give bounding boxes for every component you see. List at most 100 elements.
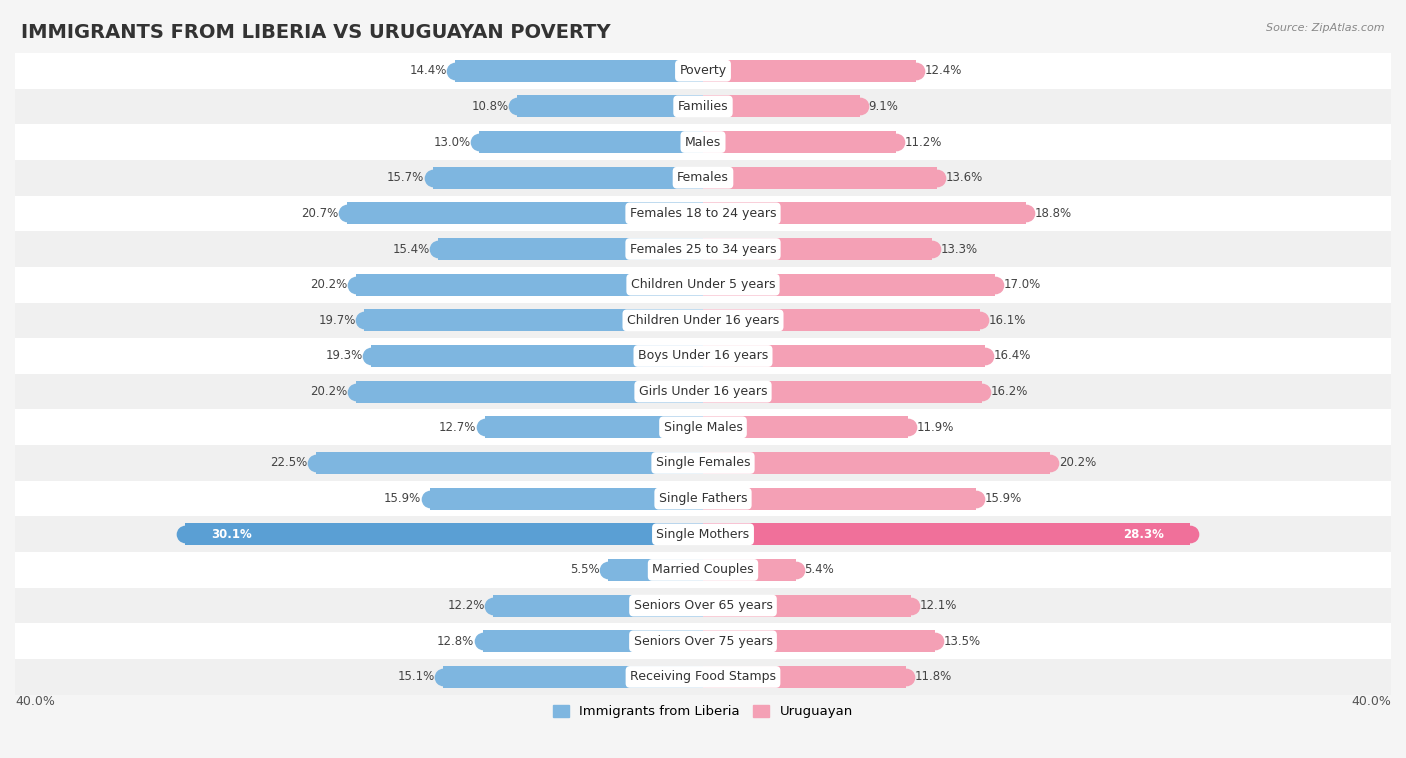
Bar	[703, 487, 977, 509]
Text: 15.9%: 15.9%	[384, 492, 420, 505]
Bar	[703, 523, 1189, 545]
Bar	[15, 231, 1391, 267]
Text: Single Mothers: Single Mothers	[657, 528, 749, 540]
Text: Females 18 to 24 years: Females 18 to 24 years	[630, 207, 776, 220]
Text: Girls Under 16 years: Girls Under 16 years	[638, 385, 768, 398]
Bar	[439, 238, 703, 260]
Bar	[703, 594, 911, 617]
Text: 15.7%: 15.7%	[387, 171, 425, 184]
Bar	[703, 60, 917, 82]
Bar	[517, 96, 703, 117]
Bar	[15, 196, 1391, 231]
Text: Children Under 5 years: Children Under 5 years	[631, 278, 775, 291]
Bar	[703, 131, 896, 153]
Bar	[15, 89, 1391, 124]
Text: 40.0%: 40.0%	[15, 695, 55, 708]
Text: 19.7%: 19.7%	[318, 314, 356, 327]
Text: Seniors Over 65 years: Seniors Over 65 years	[634, 599, 772, 612]
Text: 18.8%: 18.8%	[1035, 207, 1073, 220]
Text: 20.2%: 20.2%	[309, 278, 347, 291]
Text: 30.1%: 30.1%	[211, 528, 252, 540]
Text: Females 25 to 34 years: Females 25 to 34 years	[630, 243, 776, 255]
Text: 15.9%: 15.9%	[986, 492, 1022, 505]
Bar	[15, 53, 1391, 89]
Text: Single Males: Single Males	[664, 421, 742, 434]
Text: 16.4%: 16.4%	[994, 349, 1031, 362]
Text: 22.5%: 22.5%	[270, 456, 308, 469]
Bar	[703, 381, 981, 402]
Bar	[429, 487, 703, 509]
Text: 11.9%: 11.9%	[917, 421, 953, 434]
Bar	[15, 160, 1391, 196]
Bar	[15, 587, 1391, 623]
Bar	[703, 630, 935, 653]
Bar	[371, 345, 703, 367]
Text: Source: ZipAtlas.com: Source: ZipAtlas.com	[1267, 23, 1385, 33]
Text: 12.4%: 12.4%	[925, 64, 962, 77]
Text: Single Fathers: Single Fathers	[659, 492, 747, 505]
Text: 11.2%: 11.2%	[904, 136, 942, 149]
Text: 5.5%: 5.5%	[571, 563, 600, 576]
Text: 12.7%: 12.7%	[439, 421, 477, 434]
Text: Boys Under 16 years: Boys Under 16 years	[638, 349, 768, 362]
Text: 13.3%: 13.3%	[941, 243, 977, 255]
Bar	[609, 559, 703, 581]
Text: Poverty: Poverty	[679, 64, 727, 77]
Text: 12.8%: 12.8%	[437, 634, 474, 648]
Bar	[703, 96, 859, 117]
Text: Females: Females	[678, 171, 728, 184]
Bar	[485, 416, 703, 438]
Text: 13.0%: 13.0%	[433, 136, 471, 149]
Text: 40.0%: 40.0%	[1351, 695, 1391, 708]
Text: 5.4%: 5.4%	[804, 563, 834, 576]
Bar	[15, 552, 1391, 587]
Text: 14.4%: 14.4%	[409, 64, 447, 77]
Bar	[703, 452, 1050, 474]
Text: Males: Males	[685, 136, 721, 149]
Text: 20.2%: 20.2%	[1059, 456, 1097, 469]
Bar	[186, 523, 703, 545]
Text: Children Under 16 years: Children Under 16 years	[627, 314, 779, 327]
Bar	[15, 516, 1391, 552]
Text: 13.5%: 13.5%	[943, 634, 981, 648]
Bar	[316, 452, 703, 474]
Text: Receiving Food Stamps: Receiving Food Stamps	[630, 670, 776, 684]
Bar	[443, 666, 703, 688]
Text: Families: Families	[678, 100, 728, 113]
Text: 10.8%: 10.8%	[471, 100, 509, 113]
Text: 9.1%: 9.1%	[868, 100, 898, 113]
Bar	[15, 409, 1391, 445]
Bar	[15, 659, 1391, 695]
Bar	[356, 381, 703, 402]
Bar	[494, 594, 703, 617]
Text: IMMIGRANTS FROM LIBERIA VS URUGUAYAN POVERTY: IMMIGRANTS FROM LIBERIA VS URUGUAYAN POV…	[21, 23, 610, 42]
Bar	[703, 274, 995, 296]
Text: 11.8%: 11.8%	[914, 670, 952, 684]
Bar	[703, 666, 905, 688]
Bar	[347, 202, 703, 224]
Bar	[15, 481, 1391, 516]
Text: 28.3%: 28.3%	[1123, 528, 1164, 540]
Text: 15.1%: 15.1%	[398, 670, 434, 684]
Bar	[703, 167, 936, 189]
Bar	[482, 630, 703, 653]
Bar	[15, 124, 1391, 160]
Bar	[15, 338, 1391, 374]
Bar	[15, 623, 1391, 659]
Bar	[15, 374, 1391, 409]
Text: 16.1%: 16.1%	[988, 314, 1026, 327]
Bar	[703, 345, 986, 367]
Text: 20.7%: 20.7%	[301, 207, 339, 220]
Bar	[356, 274, 703, 296]
Text: 15.4%: 15.4%	[392, 243, 429, 255]
Text: 12.2%: 12.2%	[447, 599, 485, 612]
Bar	[703, 238, 932, 260]
Bar	[703, 559, 796, 581]
Text: 12.1%: 12.1%	[920, 599, 957, 612]
Bar	[15, 267, 1391, 302]
Bar	[479, 131, 703, 153]
Text: 17.0%: 17.0%	[1004, 278, 1042, 291]
Bar	[15, 302, 1391, 338]
Text: 20.2%: 20.2%	[309, 385, 347, 398]
Legend: Immigrants from Liberia, Uruguayan: Immigrants from Liberia, Uruguayan	[548, 700, 858, 723]
